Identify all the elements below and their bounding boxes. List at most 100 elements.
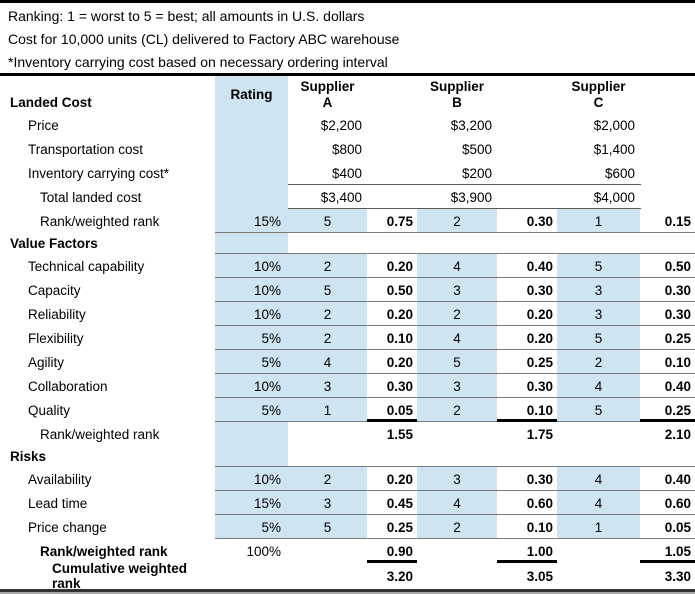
weighted-rank-cell-supplier-a: 0.20 [386,258,413,274]
table-row: Transportation cost $800 $500 $1,400 [0,137,695,161]
row-label: Capacity [28,282,81,298]
rank-cell-supplier-c: 4 [557,467,640,491]
weighted-rank-cell-supplier-c: 0.60 [664,495,691,511]
weighted-rank-cell-supplier-c [640,137,695,161]
weighted-rank-cell-supplier-b: 1.75 [526,426,553,442]
rank-cell-supplier-a [288,233,367,254]
rank-cell-supplier-b: 3 [417,374,497,398]
rank-cell-supplier-b [417,233,497,254]
row-label: Flexibility [28,330,84,346]
rating-cell [215,113,288,137]
table-row: Value Factors [0,233,695,254]
weighted-rank-cell-supplier-c: 2.10 [664,426,691,442]
row-label: Total landed cost [40,189,142,205]
table-row: Reliability 10% 2 0.20 2 0.20 3 0.30 [0,302,695,326]
weighted-rank-cell-supplier-b [497,446,557,467]
rating-cell: 15% [215,209,288,233]
row-label: Reliability [28,306,86,322]
rating-cell: 5% [215,398,288,422]
header-rating: Rating [215,76,288,113]
table-row: Rank/weighted rank 100% 0.90 1.00 1.05 [0,539,695,563]
rank-cell-supplier-b: 2 [417,398,497,422]
weighted-rank-cell-supplier-a [367,161,417,185]
weighted-rank-cell-supplier-b: 0.20 [526,330,553,346]
weighted-rank-cell-supplier-a [367,113,417,137]
row-separator-line [215,466,695,467]
rank-cell-supplier-a [288,446,367,467]
money-cell-supplier-c: $4,000 [593,189,635,205]
row-label: Risks [10,449,47,464]
table-row: Price change 5% 5 0.25 2 0.10 1 0.05 [0,515,695,539]
weighted-rank-cell-supplier-b: 0.30 [526,378,553,394]
row-label: Availability [28,471,92,487]
rating-cell: 5% [215,326,288,350]
weighted-rank-cell-supplier-b: 3.05 [526,568,553,584]
rating-cell: 15% [215,491,288,515]
rank-cell-supplier-b: 5 [417,350,497,374]
note-cost-basis: Cost for 10,000 units (CL) delivered to … [8,30,400,47]
weighted-rank-cell-supplier-c: 0.30 [664,282,691,298]
weighted-rank-cell-supplier-b: 1.00 [526,543,553,559]
weighted-rank-cell-supplier-a: 0.45 [386,495,413,511]
rank-cell-supplier-a: 5 [288,209,367,233]
row-label: Rank/weighted rank [40,543,168,559]
table-row: Lead time 15% 3 0.45 4 0.60 4 0.60 [0,491,695,515]
rating-cell: 10% [215,302,288,326]
row-separator-line [215,232,695,233]
row-label: Collaboration [28,378,108,394]
table-row: Inventory carrying cost* $400 $200 $600 [0,161,695,185]
money-cell-supplier-c: $1,400 [593,141,635,157]
row-separator-line [215,325,695,326]
weighted-rank-cell-supplier-a: 0.20 [386,471,413,487]
weighted-total-underline-supplier-c [640,560,695,563]
money-cell-supplier-c: $600 [604,165,635,181]
row-separator-line [215,277,695,278]
weighted-rank-cell-supplier-b: 0.20 [526,306,553,322]
rating-cell [215,137,288,161]
weighted-total-underline-supplier-a [367,419,417,422]
rank-cell-supplier-b [417,539,497,563]
rank-cell-supplier-c: 4 [557,374,640,398]
rank-cell-supplier-b: 4 [417,326,497,350]
rating-cell: 100% [246,543,281,559]
weighted-rank-cell-supplier-b: 0.30 [526,213,553,229]
row-label: Inventory carrying cost* [28,165,170,181]
weighted-rank-cell-supplier-c: 0.40 [664,471,691,487]
row-separator-line [215,253,695,254]
table-header-row: Landed Cost Rating Supplier A Supplier B… [0,76,695,113]
table-row: Availability 10% 2 0.20 3 0.30 4 0.40 [0,467,695,491]
note-ranking-scale: Ranking: 1 = worst to 5 = best; all amou… [8,7,365,24]
weighted-total-underline-supplier-b [497,419,557,422]
table-row: Flexibility 5% 2 0.10 4 0.20 5 0.25 [0,326,695,350]
rating-cell [215,422,288,446]
header-spacer-b [497,76,557,113]
weighted-rank-cell-supplier-a: 0.05 [386,402,413,418]
table-bottom-border-shadow [0,592,695,594]
row-label: Price [28,117,59,133]
rank-cell-supplier-a: 2 [288,302,367,326]
row-separator-line [215,421,695,422]
rank-cell-supplier-c: 1 [557,515,640,539]
table-row: Capacity 10% 5 0.50 3 0.30 3 0.30 [0,278,695,302]
rating-cell: 5% [215,515,288,539]
rank-cell-supplier-b: 3 [417,278,497,302]
header-spacer-c [640,76,695,113]
rank-cell-supplier-c [557,446,640,467]
rank-cell-supplier-c: 5 [557,326,640,350]
rank-cell-supplier-c [557,539,640,563]
rank-cell-supplier-c: 3 [557,278,640,302]
weighted-rank-cell-supplier-c [640,233,695,254]
weighted-rank-cell-supplier-b: 0.10 [526,519,553,535]
weighted-rank-cell-supplier-a [367,446,417,467]
table-row: Rank/weighted rank 1.55 1.75 2.10 [0,422,695,446]
header-supplier-a-letter: A [322,94,333,110]
rank-cell-supplier-a: 5 [288,278,367,302]
rating-cell [215,185,288,209]
money-cell-supplier-b: $3,200 [450,117,492,133]
row-label: Cumulative weighted rank [52,561,188,591]
weighted-rank-cell-supplier-c: 0.25 [664,330,691,346]
row-separator-line [215,373,695,374]
weighted-rank-cell-supplier-b: 0.25 [526,354,553,370]
weighted-rank-cell-supplier-a: 0.20 [386,354,413,370]
rating-cell: 10% [215,374,288,398]
